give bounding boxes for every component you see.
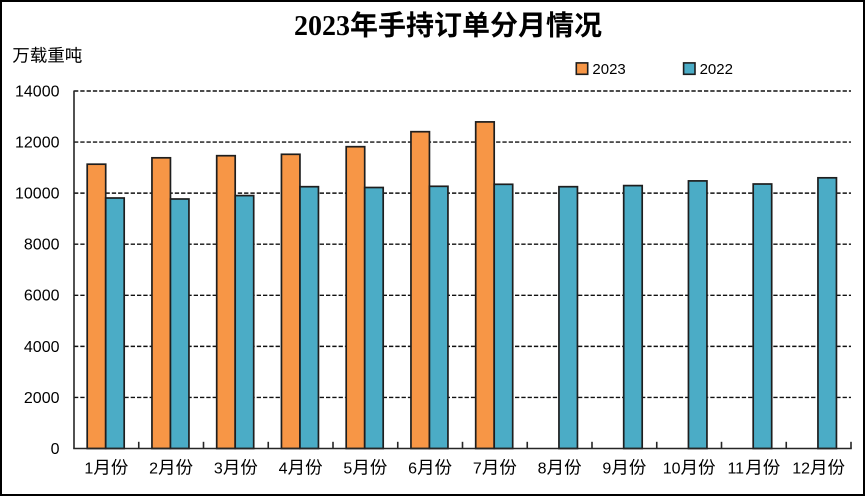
svg-text:11: 11 [727,461,744,478]
svg-text:0: 0 [51,441,60,458]
svg-text:3: 3 [214,461,223,478]
svg-text:2023: 2023 [592,61,625,78]
svg-text:6000: 6000 [24,288,60,305]
svg-text:5: 5 [343,461,352,478]
svg-text:2022: 2022 [700,61,733,78]
svg-text:8000: 8000 [24,237,60,254]
svg-text:14000: 14000 [15,83,60,100]
svg-text:10000: 10000 [15,186,60,203]
svg-text:6: 6 [408,461,417,478]
svg-text:9: 9 [602,461,611,478]
svg-text:4: 4 [279,461,288,478]
svg-text:8: 8 [538,461,547,478]
svg-text:2000: 2000 [24,390,60,407]
svg-text:2: 2 [149,461,158,478]
svg-text:12000: 12000 [15,134,60,151]
svg-text:2023: 2023 [294,11,350,42]
svg-text:1: 1 [84,461,93,478]
svg-text:10: 10 [663,461,681,478]
svg-text:12: 12 [792,461,810,478]
svg-text:7: 7 [473,461,482,478]
svg-text:4000: 4000 [24,339,60,356]
